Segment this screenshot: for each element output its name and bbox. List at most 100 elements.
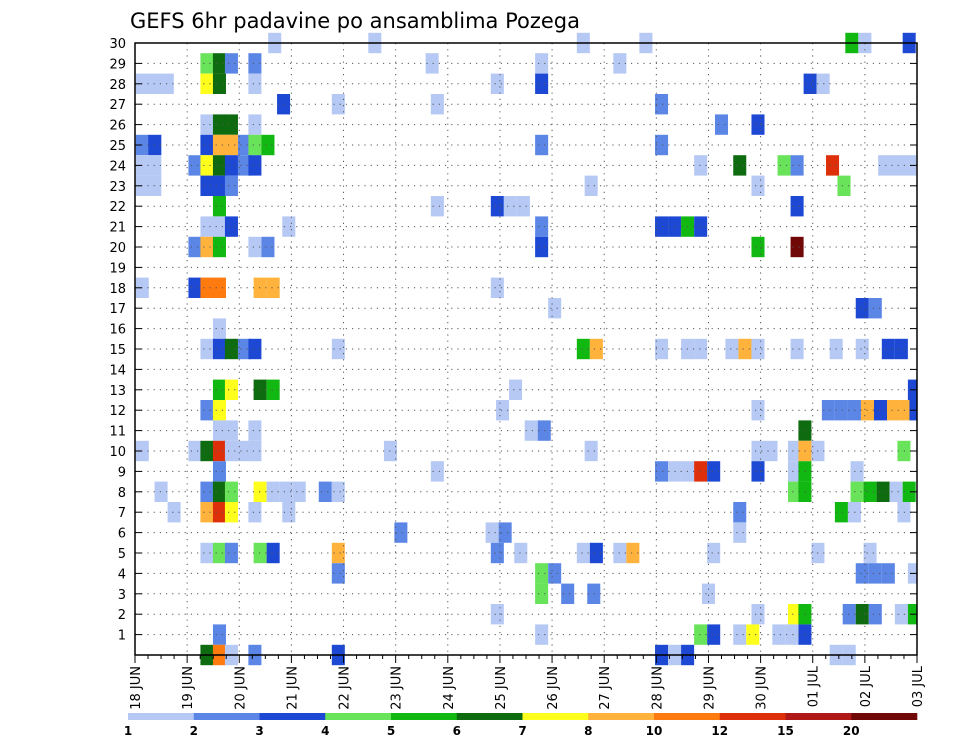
y-tick-label: 18 [109,282,126,297]
heatmap-cell [224,440,238,462]
heatmap-cell [148,134,162,156]
x-tick-label: 21 JUN [285,666,300,710]
x-tick-label: 27 JUN [598,666,613,710]
heatmap-cell [873,400,888,421]
heatmap-cell [738,338,752,360]
heatmap-cell [751,400,765,421]
colorbar-label: 1 [124,724,132,738]
heatmap-cell [200,400,214,421]
heatmap-cell [655,338,669,360]
heatmap-cell [237,134,251,156]
heatmap-cell [224,53,238,74]
y-tick-label: 19 [109,261,126,276]
heatmap-cell [889,481,903,502]
heatmap-cell [655,134,669,156]
colorbar-segment [325,713,392,720]
heatmap-cell [154,481,168,502]
heatmap-cell [282,502,296,523]
heatmap-cell [224,155,238,176]
heatmap-cell [655,461,669,482]
heatmap-cell [200,481,214,502]
heatmap-cell [850,461,864,482]
heatmap-cell [733,155,747,176]
heatmap-cell [331,338,345,360]
heatmap-cell [613,542,627,564]
heatmap-cell [803,73,817,94]
y-tick-label: 26 [109,119,126,134]
x-tick-label: 24 JUN [442,666,457,710]
heatmap-cell [200,338,214,360]
y-tick-label: 8 [118,486,126,501]
heatmap-cell [248,155,262,176]
y-tick-label: 6 [118,527,126,542]
heatmap-cell [863,542,877,564]
heatmap-cell [237,155,251,176]
heatmap-cell [787,461,802,482]
heatmap-cell [200,175,214,196]
heatmap-cell [200,236,214,258]
heatmap-cell [212,481,226,502]
heatmap-cell [787,604,802,625]
x-tick-label: 02 JUL [859,665,874,707]
heatmap-cell [212,155,226,176]
y-tick-label: 15 [109,343,126,358]
x-tick-label: 26 JUN [546,666,561,710]
heatmap-cell [707,542,721,564]
heatmap-cell [816,73,830,94]
heatmap-cell [212,53,226,74]
heatmap-cell [248,236,262,258]
heatmap-cell [261,236,275,258]
heatmap-cell [751,604,765,625]
y-axis: 1234567891011121314151617181920212223242… [109,37,917,644]
y-tick-label: 11 [109,425,126,440]
y-tick-label: 17 [109,302,126,317]
heatmap-cell [224,502,238,523]
colorbar-segment [588,713,655,720]
heatmap-cell [535,236,549,258]
heatmap-cell [212,236,226,258]
colorbar-label: 6 [453,724,461,738]
heatmap-cell [212,420,226,441]
heatmap-cell [714,114,729,135]
heatmap-cell [167,502,181,523]
colorbar-segment [654,713,721,720]
y-tick-label: 4 [118,567,126,582]
heatmap-cell [584,175,598,196]
heatmap-cell [834,502,848,523]
heatmap-cell [200,277,214,298]
y-tick-label: 29 [109,57,126,72]
heatmap-cell [292,481,306,502]
heatmap-cell [842,604,856,625]
heatmap-cell [200,73,214,94]
heatmap-cell [733,502,747,523]
heatmap-cell [733,624,747,645]
y-tick-label: 14 [109,363,126,378]
heatmap-cell [746,624,760,645]
heatmap-cell [331,94,345,115]
x-tick-label: 01 JUL [807,665,822,707]
heatmap-cell [855,298,869,319]
heatmap-cell [148,175,162,196]
heatmap-cell [266,542,280,564]
heatmap-cell [694,216,708,237]
heatmap-cell [535,53,549,74]
colorbar-label: 12 [711,724,728,738]
x-tick-label: 20 JUN [233,666,248,710]
heatmap-cell [331,542,345,564]
heatmap-cell [694,338,708,360]
heatmap-cell [887,400,901,421]
heatmap-cell [212,440,226,462]
heatmap-cell [248,440,262,462]
colorbar-label: 8 [584,724,592,738]
heatmap-cell [266,481,280,502]
heatmap-cell [655,94,669,115]
heatmap-cell [266,277,280,298]
heatmap-cell [212,134,226,156]
heatmap-cell [535,624,549,645]
heatmap-cell [200,53,214,74]
heatmap-cell [200,502,214,523]
heatmap-cell [212,461,226,482]
colorbar-label: 20 [843,724,860,738]
heatmap-cell [160,73,174,94]
